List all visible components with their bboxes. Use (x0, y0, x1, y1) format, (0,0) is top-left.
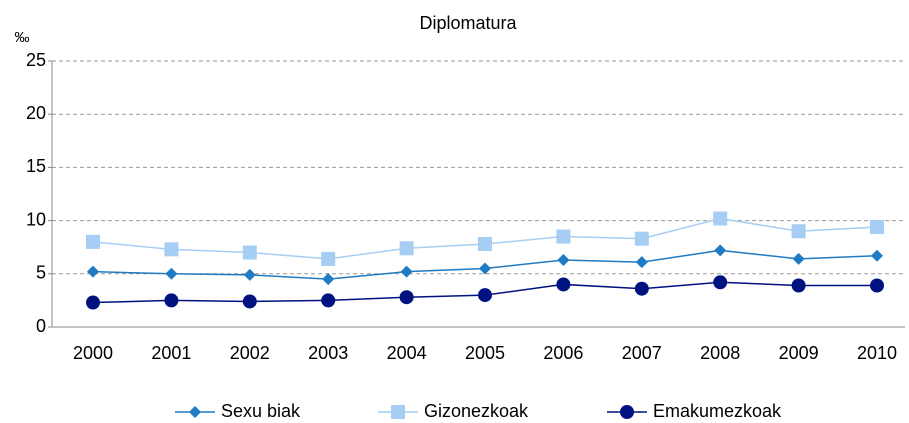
x-tick-label: 2001 (151, 343, 191, 363)
x-tick-label: 2009 (779, 343, 819, 363)
marker (322, 273, 335, 286)
y-tick-label: 0 (36, 316, 46, 336)
x-tick-label: 2002 (230, 343, 270, 363)
x-tick-label: 2010 (857, 343, 897, 363)
marker (479, 262, 491, 275)
marker (713, 275, 728, 290)
marker (635, 256, 648, 269)
marker (478, 288, 492, 303)
marker (400, 265, 413, 278)
marker (164, 242, 179, 257)
marker (478, 237, 492, 252)
legend-marker (620, 405, 634, 419)
marker (243, 268, 256, 281)
legend-label: Gizonezkoak (424, 401, 529, 421)
x-tick-label: 2006 (543, 343, 583, 363)
marker (321, 293, 336, 308)
marker (165, 267, 178, 280)
legend-marker (189, 406, 201, 418)
marker (714, 244, 727, 257)
marker (870, 219, 884, 234)
y-tick-label: 10 (26, 209, 46, 229)
x-tick-label: 2007 (622, 343, 662, 363)
marker (634, 281, 649, 296)
marker (557, 253, 570, 266)
y-tick-label: 15 (26, 156, 46, 176)
marker (86, 295, 100, 310)
marker (556, 277, 571, 292)
legend-marker (391, 405, 405, 419)
x-tick-label: 2005 (465, 343, 505, 363)
marker (791, 224, 806, 239)
marker (556, 229, 571, 244)
marker (242, 245, 257, 260)
marker (713, 211, 728, 226)
marker (399, 290, 414, 305)
y-tick-label: 25 (26, 50, 46, 70)
y-tick-label: 20 (26, 103, 46, 123)
y-tick-label: 5 (36, 263, 46, 283)
chart-title: Diplomatura (419, 13, 517, 33)
marker (242, 294, 257, 309)
marker (792, 252, 805, 265)
marker (164, 293, 179, 308)
marker (791, 278, 806, 293)
x-tick-label: 2008 (700, 343, 740, 363)
marker (871, 249, 883, 262)
x-tick-label: 2000 (73, 343, 113, 363)
y-axis-label: ‰ (15, 29, 30, 46)
marker (870, 278, 884, 293)
x-tick-label: 2003 (308, 343, 348, 363)
marker (634, 231, 649, 246)
legend-label: Emakumezkoak (653, 401, 782, 421)
legend-label: Sexu biak (221, 401, 301, 421)
marker (87, 265, 99, 278)
marker (399, 241, 414, 256)
marker (86, 234, 100, 249)
marker (321, 251, 336, 266)
x-tick-label: 2004 (387, 343, 427, 363)
